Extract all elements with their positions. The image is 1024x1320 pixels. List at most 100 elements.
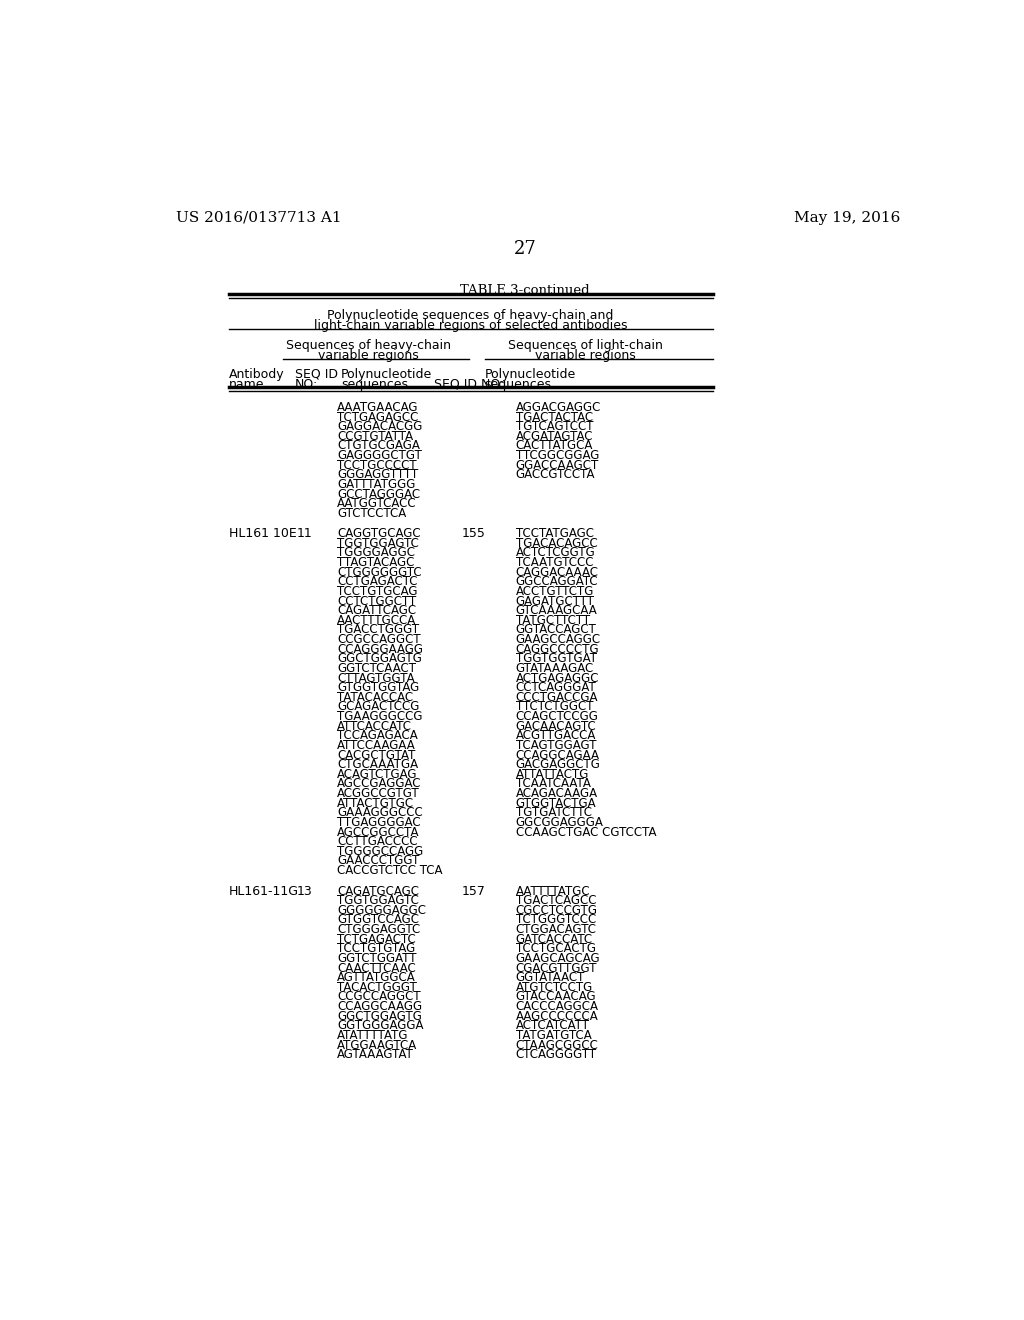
Text: TGGGGCCAGG: TGGGGCCAGG: [337, 845, 424, 858]
Text: TATACACCAC: TATACACCAC: [337, 690, 414, 704]
Text: GACAACAGTC: GACAACAGTC: [515, 719, 596, 733]
Text: CCTCTGGCTT: CCTCTGGCTT: [337, 594, 417, 607]
Text: CTGCAAATGA: CTGCAAATGA: [337, 758, 419, 771]
Text: GAAAGGGCCC: GAAAGGGCCC: [337, 807, 423, 820]
Text: ATTACTGTGC: ATTACTGTGC: [337, 797, 415, 809]
Text: CCGCCAGGCT: CCGCCAGGCT: [337, 990, 421, 1003]
Text: TCCTGCCCCT: TCCTGCCCCT: [337, 459, 417, 471]
Text: CTGGGAGGTC: CTGGGAGGTC: [337, 923, 421, 936]
Text: TGACTACTAC: TGACTACTAC: [515, 411, 593, 424]
Text: GAAGCCAGGC: GAAGCCAGGC: [515, 634, 601, 645]
Text: GAGGGGCTGT: GAGGGGCTGT: [337, 449, 422, 462]
Text: Polynucleotide: Polynucleotide: [484, 368, 575, 381]
Text: ACAGACAAGA: ACAGACAAGA: [515, 787, 598, 800]
Text: GGTGGGAGGA: GGTGGGAGGA: [337, 1019, 424, 1032]
Text: TGTCAGTCCT: TGTCAGTCCT: [515, 420, 593, 433]
Text: TCAATGTCCC: TCAATGTCCC: [515, 556, 593, 569]
Text: TCAGTGGAGT: TCAGTGGAGT: [515, 739, 596, 752]
Text: CCTCAGGGAT: CCTCAGGGAT: [515, 681, 596, 694]
Text: variable regions: variable regions: [535, 350, 636, 363]
Text: GCCTAGGGAC: GCCTAGGGAC: [337, 487, 421, 500]
Text: HL161-11G: HL161-11G: [228, 884, 299, 898]
Text: Polynucleotide sequences of heavy-chain and: Polynucleotide sequences of heavy-chain …: [328, 309, 613, 322]
Text: GGTCTCAACT: GGTCTCAACT: [337, 663, 416, 675]
Text: SEQ ID: SEQ ID: [295, 368, 338, 381]
Text: AGCCGGCCTA: AGCCGGCCTA: [337, 825, 420, 838]
Text: GGCTGGAGTG: GGCTGGAGTG: [337, 652, 422, 665]
Text: light-chain variable regions of selected antibodies: light-chain variable regions of selected…: [313, 319, 628, 333]
Text: HL161 10E: HL161 10E: [228, 527, 297, 540]
Text: GATTTATGGG: GATTTATGGG: [337, 478, 416, 491]
Text: AAATGAACAG: AAATGAACAG: [337, 401, 419, 414]
Text: CCTGAGACTC: CCTGAGACTC: [337, 576, 418, 589]
Text: TGAAGGGCCG: TGAAGGGCCG: [337, 710, 423, 723]
Text: ATGGAAGTCA: ATGGAAGTCA: [337, 1039, 418, 1052]
Text: SEQ ID NO:: SEQ ID NO:: [434, 378, 505, 391]
Text: Antibody: Antibody: [228, 368, 285, 381]
Text: Sequences of light-chain: Sequences of light-chain: [508, 339, 663, 351]
Text: name: name: [228, 378, 264, 391]
Text: ACGGCCGTGT: ACGGCCGTGT: [337, 787, 420, 800]
Text: GGTATAACT: GGTATAACT: [515, 972, 585, 985]
Text: CAGGACAAAC: CAGGACAAAC: [515, 566, 598, 578]
Text: US 2016/0137713 A1: US 2016/0137713 A1: [176, 211, 342, 224]
Text: AAGCCCCCCA: AAGCCCCCCA: [515, 1010, 598, 1023]
Text: TGGTGGAGTC: TGGTGGAGTC: [337, 894, 419, 907]
Text: TGACTCAGCC: TGACTCAGCC: [515, 894, 596, 907]
Text: CAGGTGCAGC: CAGGTGCAGC: [337, 527, 421, 540]
Text: TTCGGCGGAG: TTCGGCGGAG: [515, 449, 599, 462]
Text: GTGGTGGTAG: GTGGTGGTAG: [337, 681, 420, 694]
Text: TCTGAGAGCC: TCTGAGAGCC: [337, 411, 419, 424]
Text: ATGTCTCCTG: ATGTCTCCTG: [515, 981, 593, 994]
Text: GGGGGGAGGC: GGGGGGAGGC: [337, 904, 426, 917]
Text: GACCGTCCTA: GACCGTCCTA: [515, 469, 595, 482]
Text: CCCTGACCGA: CCCTGACCGA: [515, 690, 598, 704]
Text: ACTCATCATT: ACTCATCATT: [515, 1019, 590, 1032]
Text: CCAGGCAAGG: CCAGGCAAGG: [337, 1001, 422, 1012]
Text: GAGATGCTTT: GAGATGCTTT: [515, 594, 595, 607]
Text: 13: 13: [297, 884, 312, 898]
Text: TACACTGGGT: TACACTGGGT: [337, 981, 417, 994]
Text: ACCTGTTCTG: ACCTGTTCTG: [515, 585, 594, 598]
Text: 157: 157: [461, 884, 485, 898]
Text: CAACTTCAAC: CAACTTCAAC: [337, 961, 416, 974]
Text: CTGGACAGTC: CTGGACAGTC: [515, 923, 597, 936]
Text: TGGTGGAGTC: TGGTGGAGTC: [337, 537, 419, 550]
Text: ATTCCAAGAA: ATTCCAAGAA: [337, 739, 416, 752]
Text: Polynucleotide: Polynucleotide: [341, 368, 432, 381]
Text: variable regions: variable regions: [317, 350, 419, 363]
Text: GTCTCCTCA: GTCTCCTCA: [337, 507, 407, 520]
Text: TCTGAGACTC: TCTGAGACTC: [337, 933, 416, 945]
Text: CTCAGGGGTT: CTCAGGGGTT: [515, 1048, 597, 1061]
Text: TCTGGGTCCC: TCTGGGTCCC: [515, 913, 596, 927]
Text: GTCAAAGCAA: GTCAAAGCAA: [515, 605, 597, 618]
Text: TCAATCAATA: TCAATCAATA: [515, 777, 591, 791]
Text: CTGGGGGGTC: CTGGGGGGTC: [337, 566, 422, 578]
Text: CCGTGTATTA: CCGTGTATTA: [337, 430, 414, 442]
Text: CACGCTGTAT: CACGCTGTAT: [337, 748, 416, 762]
Text: TCCAGAGACA: TCCAGAGACA: [337, 730, 418, 742]
Text: GAACCCTGGT: GAACCCTGGT: [337, 854, 420, 867]
Text: ACAGTCTGAG: ACAGTCTGAG: [337, 768, 418, 781]
Text: AGTTATGGCA: AGTTATGGCA: [337, 972, 416, 985]
Text: GATCACCATC: GATCACCATC: [515, 933, 593, 945]
Text: TTGAGGGGAC: TTGAGGGGAC: [337, 816, 421, 829]
Text: ACTGAGAGGC: ACTGAGAGGC: [515, 672, 599, 685]
Text: CACCCAGGCA: CACCCAGGCA: [515, 1001, 598, 1012]
Text: GAGGACACGG: GAGGACACGG: [337, 420, 423, 433]
Text: TGGGGAGGC: TGGGGAGGC: [337, 546, 416, 560]
Text: CAGGCCCCTG: CAGGCCCCTG: [515, 643, 599, 656]
Text: AATTTTATGC: AATTTTATGC: [515, 884, 590, 898]
Text: GGTCTGGATT: GGTCTGGATT: [337, 952, 417, 965]
Text: TTCTCTGGCT: TTCTCTGGCT: [515, 701, 593, 714]
Text: CTGTGCGAGA: CTGTGCGAGA: [337, 440, 420, 453]
Text: 27: 27: [513, 240, 537, 257]
Text: ACGATAGTAC: ACGATAGTAC: [515, 430, 593, 442]
Text: GGGAGGTTTT: GGGAGGTTTT: [337, 469, 419, 482]
Text: sequences: sequences: [484, 378, 552, 391]
Text: ATATTTTATG: ATATTTTATG: [337, 1028, 409, 1041]
Text: TCCTGTGCAG: TCCTGTGCAG: [337, 585, 418, 598]
Text: AATGGTCACC: AATGGTCACC: [337, 498, 417, 511]
Text: CAGATGCAGC: CAGATGCAGC: [337, 884, 419, 898]
Text: CCAAGCTGAC CGTCCTA: CCAAGCTGAC CGTCCTA: [515, 825, 656, 838]
